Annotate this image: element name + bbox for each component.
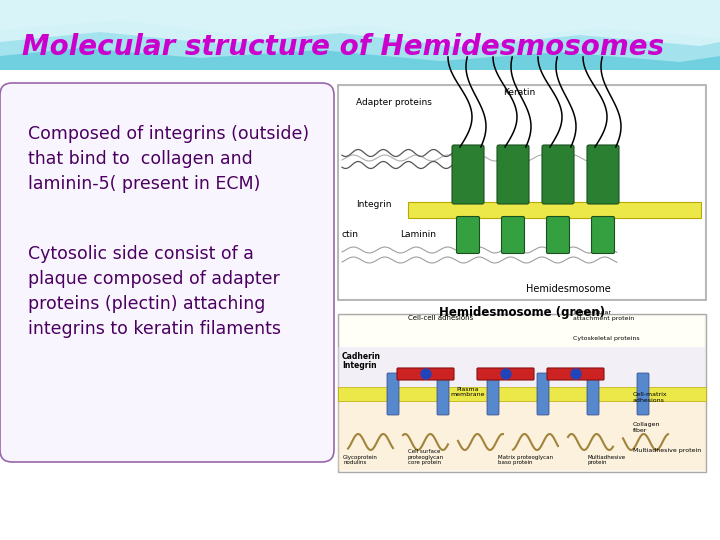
Text: Integrin: Integrin — [356, 200, 392, 209]
Polygon shape — [0, 72, 720, 110]
Text: Composed of integrins (outside)
that bind to  collagen and
laminin-5( present in: Composed of integrins (outside) that bin… — [28, 125, 309, 193]
FancyBboxPatch shape — [592, 217, 614, 253]
FancyBboxPatch shape — [437, 373, 449, 415]
FancyBboxPatch shape — [537, 373, 549, 415]
Text: Multiadhesive
protein: Multiadhesive protein — [588, 455, 626, 465]
FancyBboxPatch shape — [587, 373, 599, 415]
Bar — [0, 0, 720, 110]
FancyBboxPatch shape — [497, 145, 529, 204]
FancyBboxPatch shape — [487, 373, 499, 415]
FancyBboxPatch shape — [397, 368, 454, 380]
Text: Cell surface
proteoglycan
core protein: Cell surface proteoglycan core protein — [408, 449, 444, 465]
Circle shape — [421, 369, 431, 379]
Text: Glycoprotein
nodulins: Glycoprotein nodulins — [343, 455, 378, 465]
Polygon shape — [0, 0, 720, 62]
Text: Keratin: Keratin — [503, 88, 535, 97]
Text: Hemidesmosome: Hemidesmosome — [526, 284, 611, 294]
Bar — [338, 401, 706, 470]
Text: Collagen
fiber: Collagen fiber — [633, 422, 660, 433]
FancyBboxPatch shape — [477, 368, 534, 380]
FancyBboxPatch shape — [547, 368, 604, 380]
Bar — [408, 202, 701, 218]
Bar — [338, 85, 706, 300]
Text: Adapter proteins: Adapter proteins — [356, 98, 432, 107]
Polygon shape — [0, 0, 720, 47]
Bar — [338, 347, 706, 387]
FancyBboxPatch shape — [387, 373, 399, 415]
Polygon shape — [0, 0, 720, 40]
FancyBboxPatch shape — [0, 83, 334, 462]
Text: Cadherin: Cadherin — [342, 352, 381, 361]
FancyBboxPatch shape — [452, 145, 484, 204]
Text: Laminin: Laminin — [400, 230, 436, 239]
Text: Molecular structure of Hemidesmosomes: Molecular structure of Hemidesmosomes — [22, 33, 664, 61]
Text: Cell-cell adhesions: Cell-cell adhesions — [408, 315, 473, 321]
FancyBboxPatch shape — [502, 217, 524, 253]
Text: Cell-matrix
adhesions: Cell-matrix adhesions — [633, 392, 667, 403]
FancyBboxPatch shape — [456, 217, 480, 253]
FancyBboxPatch shape — [587, 145, 619, 204]
Text: Matrix proteoglycan
baso protein: Matrix proteoglycan baso protein — [498, 455, 553, 465]
Text: Plasma
membrane: Plasma membrane — [451, 387, 485, 397]
FancyBboxPatch shape — [637, 373, 649, 415]
Text: Integrin: Integrin — [342, 361, 377, 370]
Bar — [0, 70, 720, 540]
FancyBboxPatch shape — [546, 217, 570, 253]
Text: Hemidesmosome (green): Hemidesmosome (green) — [439, 306, 605, 319]
Bar — [338, 387, 706, 401]
FancyBboxPatch shape — [542, 145, 574, 204]
Text: ctin: ctin — [342, 230, 359, 239]
Bar — [340, 316, 704, 470]
Text: Cytosolic side consist of a
plaque composed of adapter
proteins (plectin) attach: Cytosolic side consist of a plaque compo… — [28, 245, 281, 338]
Circle shape — [571, 369, 581, 379]
Text: Multiadhesive protein: Multiadhesive protein — [633, 448, 701, 453]
Text: Cytoskeletal proteins: Cytoskeletal proteins — [573, 336, 639, 341]
Circle shape — [501, 369, 511, 379]
Bar — [340, 87, 704, 298]
Text: Intracellular
attachment protein: Intracellular attachment protein — [573, 310, 634, 321]
Bar — [338, 314, 706, 472]
